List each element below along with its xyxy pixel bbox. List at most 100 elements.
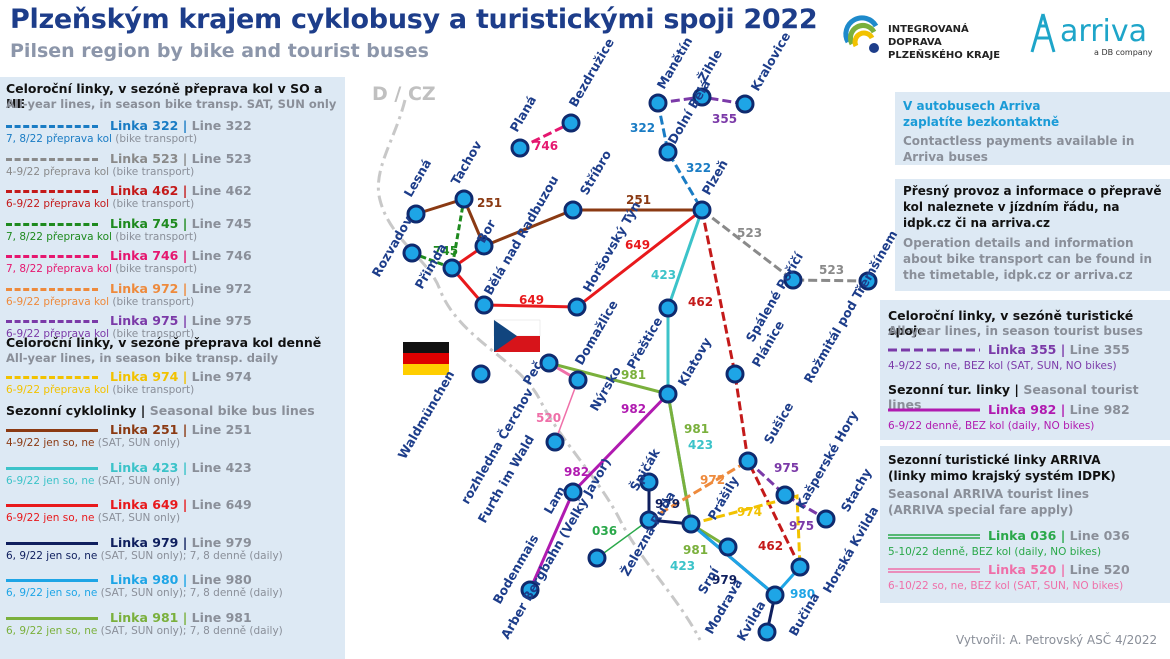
- station-doln-b-l-: [658, 142, 678, 162]
- station-label: Tachov: [448, 138, 485, 187]
- legend-line-desc: 4-9/22 jen so, ne (SAT, SUN only): [6, 437, 181, 449]
- line-355-desc: 4-9/22 so, ne, BEZ kol (SAT, SUN, NO bik…: [888, 360, 1117, 372]
- line-number-label: 981: [621, 368, 646, 382]
- payment-en: Contactless payments available in Arriva…: [903, 134, 1135, 164]
- legend-row-linka-981: Linka 981 | Line 981 6, 9/22 jen so, ne (…: [6, 610, 344, 640]
- station-p-imda: [442, 258, 462, 278]
- station-su-ice: [738, 451, 758, 471]
- station-rozvadov: [402, 243, 422, 263]
- station-label: Waldmünchen: [395, 368, 458, 462]
- legend-swatch: [6, 222, 98, 226]
- legend-line-desc: 7, 8/22 přeprava kol (bike transport): [6, 133, 198, 145]
- idpk-logo: INTEGROVANÁ DOPRAVA PLZEŇSKÉHO KRAJE: [842, 14, 1017, 61]
- line-number-label: 982: [621, 402, 646, 416]
- legend-swatch: [6, 616, 98, 620]
- legend-line-name: Linka 251 | Line 251: [110, 422, 252, 437]
- page-subtitle: Pilsen region by bike and tourist buses: [10, 40, 429, 62]
- legend-line-desc: 6-9/22 přeprava kol (bike transport): [6, 198, 195, 210]
- legend-section3-title: Sezonní cyklolinky | Seasonal bike bus l…: [6, 403, 315, 418]
- details-en: Operation details and information about …: [903, 236, 1152, 282]
- legend-line-name: Linka 649 | Line 649: [110, 497, 252, 512]
- line-number-label: 746: [533, 139, 558, 153]
- legend-line-desc: 6, 9/22 jen so, ne (SAT, SUN only); 7, 8…: [6, 587, 283, 599]
- payment-cz: V autobusech Arriva zaplatíte bezkontakt…: [903, 99, 1060, 129]
- legend-swatch: [6, 255, 98, 258]
- station-label: Sušice: [761, 400, 797, 447]
- station-label: Dolní Bělá: [665, 77, 714, 146]
- legend-panel: Celoroční linky, v sezóně přeprava kol v…: [0, 77, 345, 659]
- station-ro-mit-l-pod-t-em-nem: [858, 271, 878, 291]
- legend-line-name: Linka 746 | Line 746: [110, 248, 252, 263]
- station-lam: [563, 482, 583, 502]
- line-number-label: 975: [774, 461, 799, 475]
- legend-row-linka-975: Linka 975 | Line 975 6-9/22 přeprava kol …: [6, 313, 344, 343]
- station-label: Kralovice: [748, 29, 794, 93]
- station-b-l-nad-radbuzou: [474, 295, 494, 315]
- line-number-label: 979: [712, 573, 737, 587]
- station-man-t-n: [648, 93, 668, 113]
- legend-swatch: [6, 376, 98, 379]
- legend-line-name: Linka 981 | Line 981: [110, 609, 252, 625]
- station-srn-: [718, 537, 738, 557]
- line-number-label: 982: [564, 465, 589, 479]
- line-number-label: 523: [737, 226, 762, 240]
- station-sp-len-po-: [783, 270, 803, 290]
- line-number-label: 649: [625, 238, 650, 252]
- line-number-label: 355: [712, 112, 737, 126]
- station-ka-persk-hory: [775, 485, 795, 505]
- arriva-db-text: a DB company: [1094, 48, 1153, 57]
- legend-section1-subtitle: All-year lines, in season bike transp. S…: [6, 97, 337, 111]
- seasonal-title: Sezonní tur. linky | Seasonal tourist li…: [888, 382, 1139, 412]
- legend-row-linka-649: Linka 649 | Line 649 6-9/22 jen so, ne (S…: [6, 497, 344, 527]
- station-pe-: [568, 370, 588, 390]
- station-p-e-tice: [658, 298, 678, 318]
- legend-line-desc: 7, 8/22 přeprava kol (bike transport): [6, 263, 198, 275]
- legend-line-name: Linka 972 | Line 972: [110, 280, 252, 296]
- line-number-label: 322: [630, 121, 655, 135]
- legend-line-name: Linka 322 | Line 322: [110, 118, 252, 133]
- station-horsk-kvilda: [790, 557, 810, 577]
- legend-swatch: [6, 320, 98, 323]
- legend-row-linka-746: Linka 746 | Line 746 7, 8/22 přeprava kol…: [6, 248, 344, 278]
- legend-line-desc: 6-9/22 jen so, ne (SAT, SUN only): [6, 512, 181, 524]
- station-tachov: [454, 189, 474, 209]
- line-number-label: 649: [519, 293, 544, 307]
- station--pi-k: [639, 472, 659, 492]
- legend-swatch: [6, 125, 98, 128]
- legend-line-desc: 6-9/22 přeprava kol (bike transport): [6, 384, 195, 396]
- legend-row-linka-523: Linka 523 | Line 523 4-9/22 přeprava kol …: [6, 151, 344, 181]
- legend-line-name: Linka 462 | Line 462: [110, 183, 252, 198]
- line-number-label: 251: [626, 193, 651, 207]
- station-stachy: [816, 509, 836, 529]
- station-label: Přeštice: [624, 314, 666, 371]
- legend-row-linka-972: Linka 972 | Line 972 6-9/22 přeprava kol …: [6, 281, 344, 311]
- arriva-logo: arriva a DB company: [1028, 10, 1158, 60]
- station-pl-nice: [725, 364, 745, 384]
- legend-line-desc: 6, 9/22 jen so, ne (SAT, SUN only); 7, 8…: [6, 549, 283, 562]
- legend-row-linka-974: Linka 974 | Line 974 6-9/22 přeprava kol …: [6, 369, 344, 399]
- legend-line-desc: 6, 9/22 jen so, ne (SAT, SUN only); 7, 8…: [6, 624, 283, 637]
- payment-info-panel: V autobusech Arriva zaplatíte bezkontakt…: [895, 92, 1170, 165]
- legend-line-name: Linka 745 | Line 745: [110, 215, 252, 231]
- tourist-lines-panel: Celoroční linky, v sezóně turistické spo…: [880, 300, 1170, 440]
- station-doma-lice: [539, 353, 559, 373]
- details-info-panel: Přesný provoz a informace o přepravě kol…: [895, 179, 1170, 291]
- station--ihle: [692, 87, 712, 107]
- station-lesn-: [406, 204, 426, 224]
- station-bu-ina: [757, 622, 777, 642]
- line-036-desc: 5-10/22 denně, BEZ kol (daily, NO bikes): [888, 546, 1102, 558]
- line-982-label: Linka 982 | Line 982: [988, 402, 1130, 417]
- line-number-label: 462: [758, 539, 783, 553]
- state-border: [376, 99, 702, 641]
- credit: Vytvořil: A. Petrovský ASČ 4/2022: [956, 633, 1158, 647]
- legend-row-linka-251: Linka 251 | Line 251 4-9/22 jen so, ne (S…: [6, 422, 344, 452]
- legend-row-linka-462: Linka 462 | Line 462 6-9/22 přeprava kol …: [6, 183, 344, 213]
- legend-line-name: Linka 423 | Line 423: [110, 459, 252, 475]
- legend-line-name: Linka 980 | Line 980: [110, 572, 252, 587]
- line-number-label: 462: [688, 295, 713, 309]
- page-title: Plzeňským krajem cyklobusy a turistickým…: [10, 4, 818, 35]
- station-rozhledna-erchov: [545, 432, 565, 452]
- legend-section1-title: Celoroční linky, v sezóně přeprava kol v…: [6, 81, 323, 111]
- line-number-label: 981: [683, 543, 708, 557]
- legend-line-name: Linka 523 | Line 523: [110, 150, 252, 166]
